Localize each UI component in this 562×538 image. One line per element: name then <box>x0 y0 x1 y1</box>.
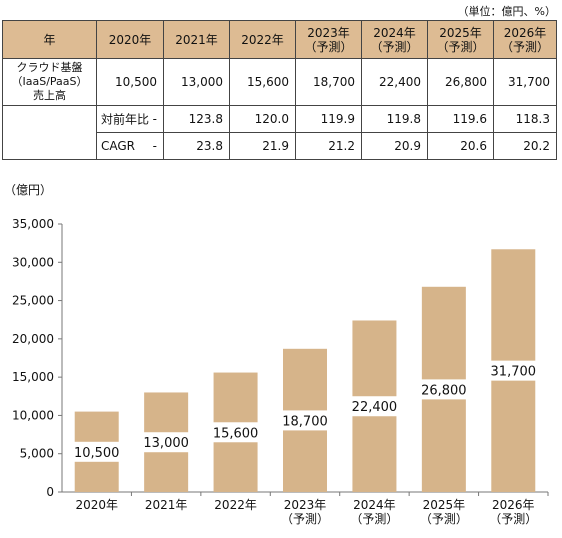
x-tick-note: （予測） <box>489 512 537 526</box>
y-tick-label: 25,000 <box>12 294 54 308</box>
table-cell: 120.0 <box>229 105 296 133</box>
y-tick-label: 20,000 <box>12 332 54 346</box>
table-row-yoy: - 対前年比 123.8 120.0 119.9 119.8 119.6 118.… <box>2 105 557 133</box>
x-tick-label: 2026年 <box>492 498 535 512</box>
table-cell: 18,700 <box>295 58 362 106</box>
table-cell: - 対前年比 <box>96 105 164 133</box>
data-label: 10,500 <box>74 446 120 461</box>
header-year: 2025年 <box>439 25 482 40</box>
data-label-box <box>279 410 331 431</box>
y-tick-label: 5,000 <box>20 447 54 461</box>
row-label-line: （IaaS/PaaS） <box>11 75 88 88</box>
table-cell: 20.2 <box>493 132 557 160</box>
header-col-2022: 2022年 <box>229 20 296 59</box>
header-col-2025: 2025年 （予測） <box>427 20 494 59</box>
table-row-cagr: - CAGR 23.8 21.9 21.2 20.9 20.6 20.2 <box>2 132 557 160</box>
x-tick-label: 2020年 <box>75 498 118 512</box>
row-label-line: クラウド基盤 <box>16 61 83 74</box>
y-tick-label: 0 <box>46 485 54 499</box>
header-col-2024: 2024年 （予測） <box>361 20 428 59</box>
table-cell: 23.8 <box>163 132 230 160</box>
table-cell: 119.6 <box>427 105 494 133</box>
table-cell: 21.9 <box>229 132 296 160</box>
data-label: 22,400 <box>352 400 398 415</box>
row-label-sales: クラウド基盤 （IaaS/PaaS） 売上高 <box>2 58 97 106</box>
header-year: 2022年 <box>241 32 284 47</box>
x-tick-label: 2022年 <box>214 498 257 512</box>
data-label: 26,800 <box>421 383 467 398</box>
header-col-2020: 2020年 <box>96 20 164 59</box>
header-col-2026: 2026年 （予測） <box>493 20 557 59</box>
bar-chart: （億円） 0 5,000 10,000 15,000 20,000 25,000 30,000… <box>4 183 549 526</box>
data-label-box <box>70 441 123 462</box>
data-table: 年 2020年 2021年 2022年 2023年 （予測） 2024年 （予測） … <box>2 20 557 160</box>
table-cell: 21.2 <box>295 132 362 160</box>
table-cell: 10,500 <box>96 58 164 106</box>
x-tick-label: 2023年 <box>284 498 327 512</box>
header-year: 2024年 <box>373 25 416 40</box>
x-tick-note: （予測） <box>281 512 329 526</box>
header-forecast-note: （予測） <box>500 39 549 54</box>
x-tick-note: （予測） <box>350 512 398 526</box>
table-cell: 31,700 <box>493 58 557 106</box>
header-forecast-note: （予測） <box>304 39 353 54</box>
data-label-box <box>209 422 262 443</box>
header-year: 2026年 <box>503 25 547 40</box>
table-cell: 13,000 <box>163 58 230 106</box>
header-forecast-note: （予測） <box>370 39 419 54</box>
row-indent <box>2 132 97 160</box>
data-label: 15,600 <box>213 426 259 441</box>
data-label-box <box>417 379 470 400</box>
table-row-sales: クラウド基盤 （IaaS/PaaS） 売上高 10,500 13,000 15,… <box>2 58 557 106</box>
table-cell: 119.9 <box>295 105 362 133</box>
x-tick-note: （予測） <box>420 512 468 526</box>
table-cell: 15,600 <box>229 58 296 106</box>
y-tick-label: 35,000 <box>12 217 54 231</box>
table-cell: 20.6 <box>427 132 494 160</box>
header-col-2021: 2021年 <box>163 20 230 59</box>
y-axis-unit-label: （億円） <box>4 183 52 197</box>
header-col-2023: 2023年 （予測） <box>295 20 362 59</box>
y-tick-label: 10,000 <box>12 408 54 422</box>
row-label-cagr: CAGR <box>101 139 136 153</box>
table-cell: 123.8 <box>163 105 230 133</box>
row-label-yoy: 対前年比 <box>101 112 150 127</box>
header-forecast-note: （予測） <box>436 39 485 54</box>
row-indent <box>2 105 97 133</box>
data-label: 31,700 <box>491 365 537 380</box>
data-label: 13,000 <box>143 436 189 451</box>
data-label-box <box>140 432 193 453</box>
x-tick-label: 2025年 <box>423 498 466 512</box>
x-tick-label: 2024年 <box>353 498 396 512</box>
header-year: 2023年 <box>307 25 350 40</box>
table-cell: 26,800 <box>427 58 494 106</box>
data-label-box <box>348 396 401 417</box>
data-label-box <box>487 360 540 381</box>
header-year: 2020年 <box>108 32 152 47</box>
table-cell: 119.8 <box>361 105 428 133</box>
table-cell: 22,400 <box>361 58 428 106</box>
y-tick-label: 15,000 <box>12 370 54 384</box>
table-cell: 20.9 <box>361 132 428 160</box>
table-cell: 118.3 <box>493 105 557 133</box>
table-cell: - CAGR <box>96 132 164 160</box>
y-tick-label: 30,000 <box>12 255 54 269</box>
header-year: 2021年 <box>175 32 218 47</box>
header-year-label: 年 <box>2 20 97 59</box>
x-tick-label: 2021年 <box>145 498 188 512</box>
data-label: 18,700 <box>282 414 328 429</box>
table-header-row: 年 2020年 2021年 2022年 2023年 （予測） 2024年 （予測） … <box>2 20 557 59</box>
row-label-line: 売上高 <box>33 89 66 102</box>
unit-note: （単位：億円、%） <box>457 5 556 18</box>
